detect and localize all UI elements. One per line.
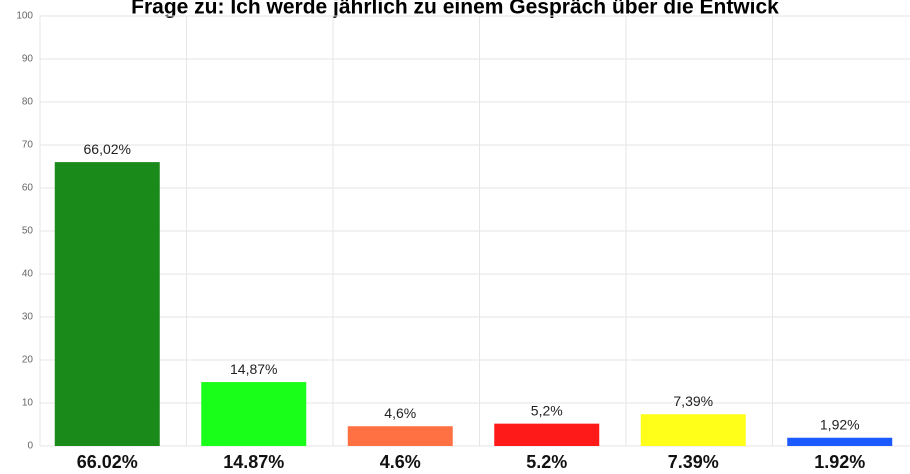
y-tick-label: 90 bbox=[22, 54, 34, 65]
bar bbox=[787, 437, 893, 446]
y-tick-label: 30 bbox=[22, 312, 34, 323]
data-label: 7,39% bbox=[673, 393, 713, 409]
bar bbox=[494, 423, 600, 446]
y-tick-label: 10 bbox=[22, 398, 34, 409]
x-tick-label: 7.39% bbox=[668, 452, 719, 472]
x-tick-label: 4.6% bbox=[380, 452, 421, 472]
x-tick-label: 1.92% bbox=[814, 452, 865, 472]
y-tick-label: 70 bbox=[22, 140, 34, 151]
data-label: 1,92% bbox=[820, 416, 860, 432]
y-tick-label: 60 bbox=[22, 183, 34, 194]
y-tick-label: 0 bbox=[27, 441, 33, 452]
y-tick-label: 40 bbox=[22, 269, 34, 280]
chart-title: Frage zu: Ich werde jährlich zu einem Ge… bbox=[131, 0, 779, 19]
bar bbox=[640, 414, 746, 446]
x-tick-label: 66.02% bbox=[77, 452, 138, 472]
y-tick-label: 50 bbox=[22, 226, 34, 237]
y-tick-label: 100 bbox=[16, 11, 33, 22]
data-label: 14,87% bbox=[230, 361, 277, 377]
data-label: 5,2% bbox=[531, 402, 563, 418]
bar bbox=[201, 382, 307, 446]
y-tick-label: 80 bbox=[22, 97, 34, 108]
x-tick-label: 5.2% bbox=[526, 452, 567, 472]
data-label: 66,02% bbox=[84, 141, 131, 157]
x-tick-label: 14.87% bbox=[223, 452, 284, 472]
data-label: 4,6% bbox=[384, 405, 416, 421]
bar bbox=[347, 426, 453, 446]
y-tick-label: 20 bbox=[22, 355, 34, 366]
bar bbox=[54, 162, 160, 446]
